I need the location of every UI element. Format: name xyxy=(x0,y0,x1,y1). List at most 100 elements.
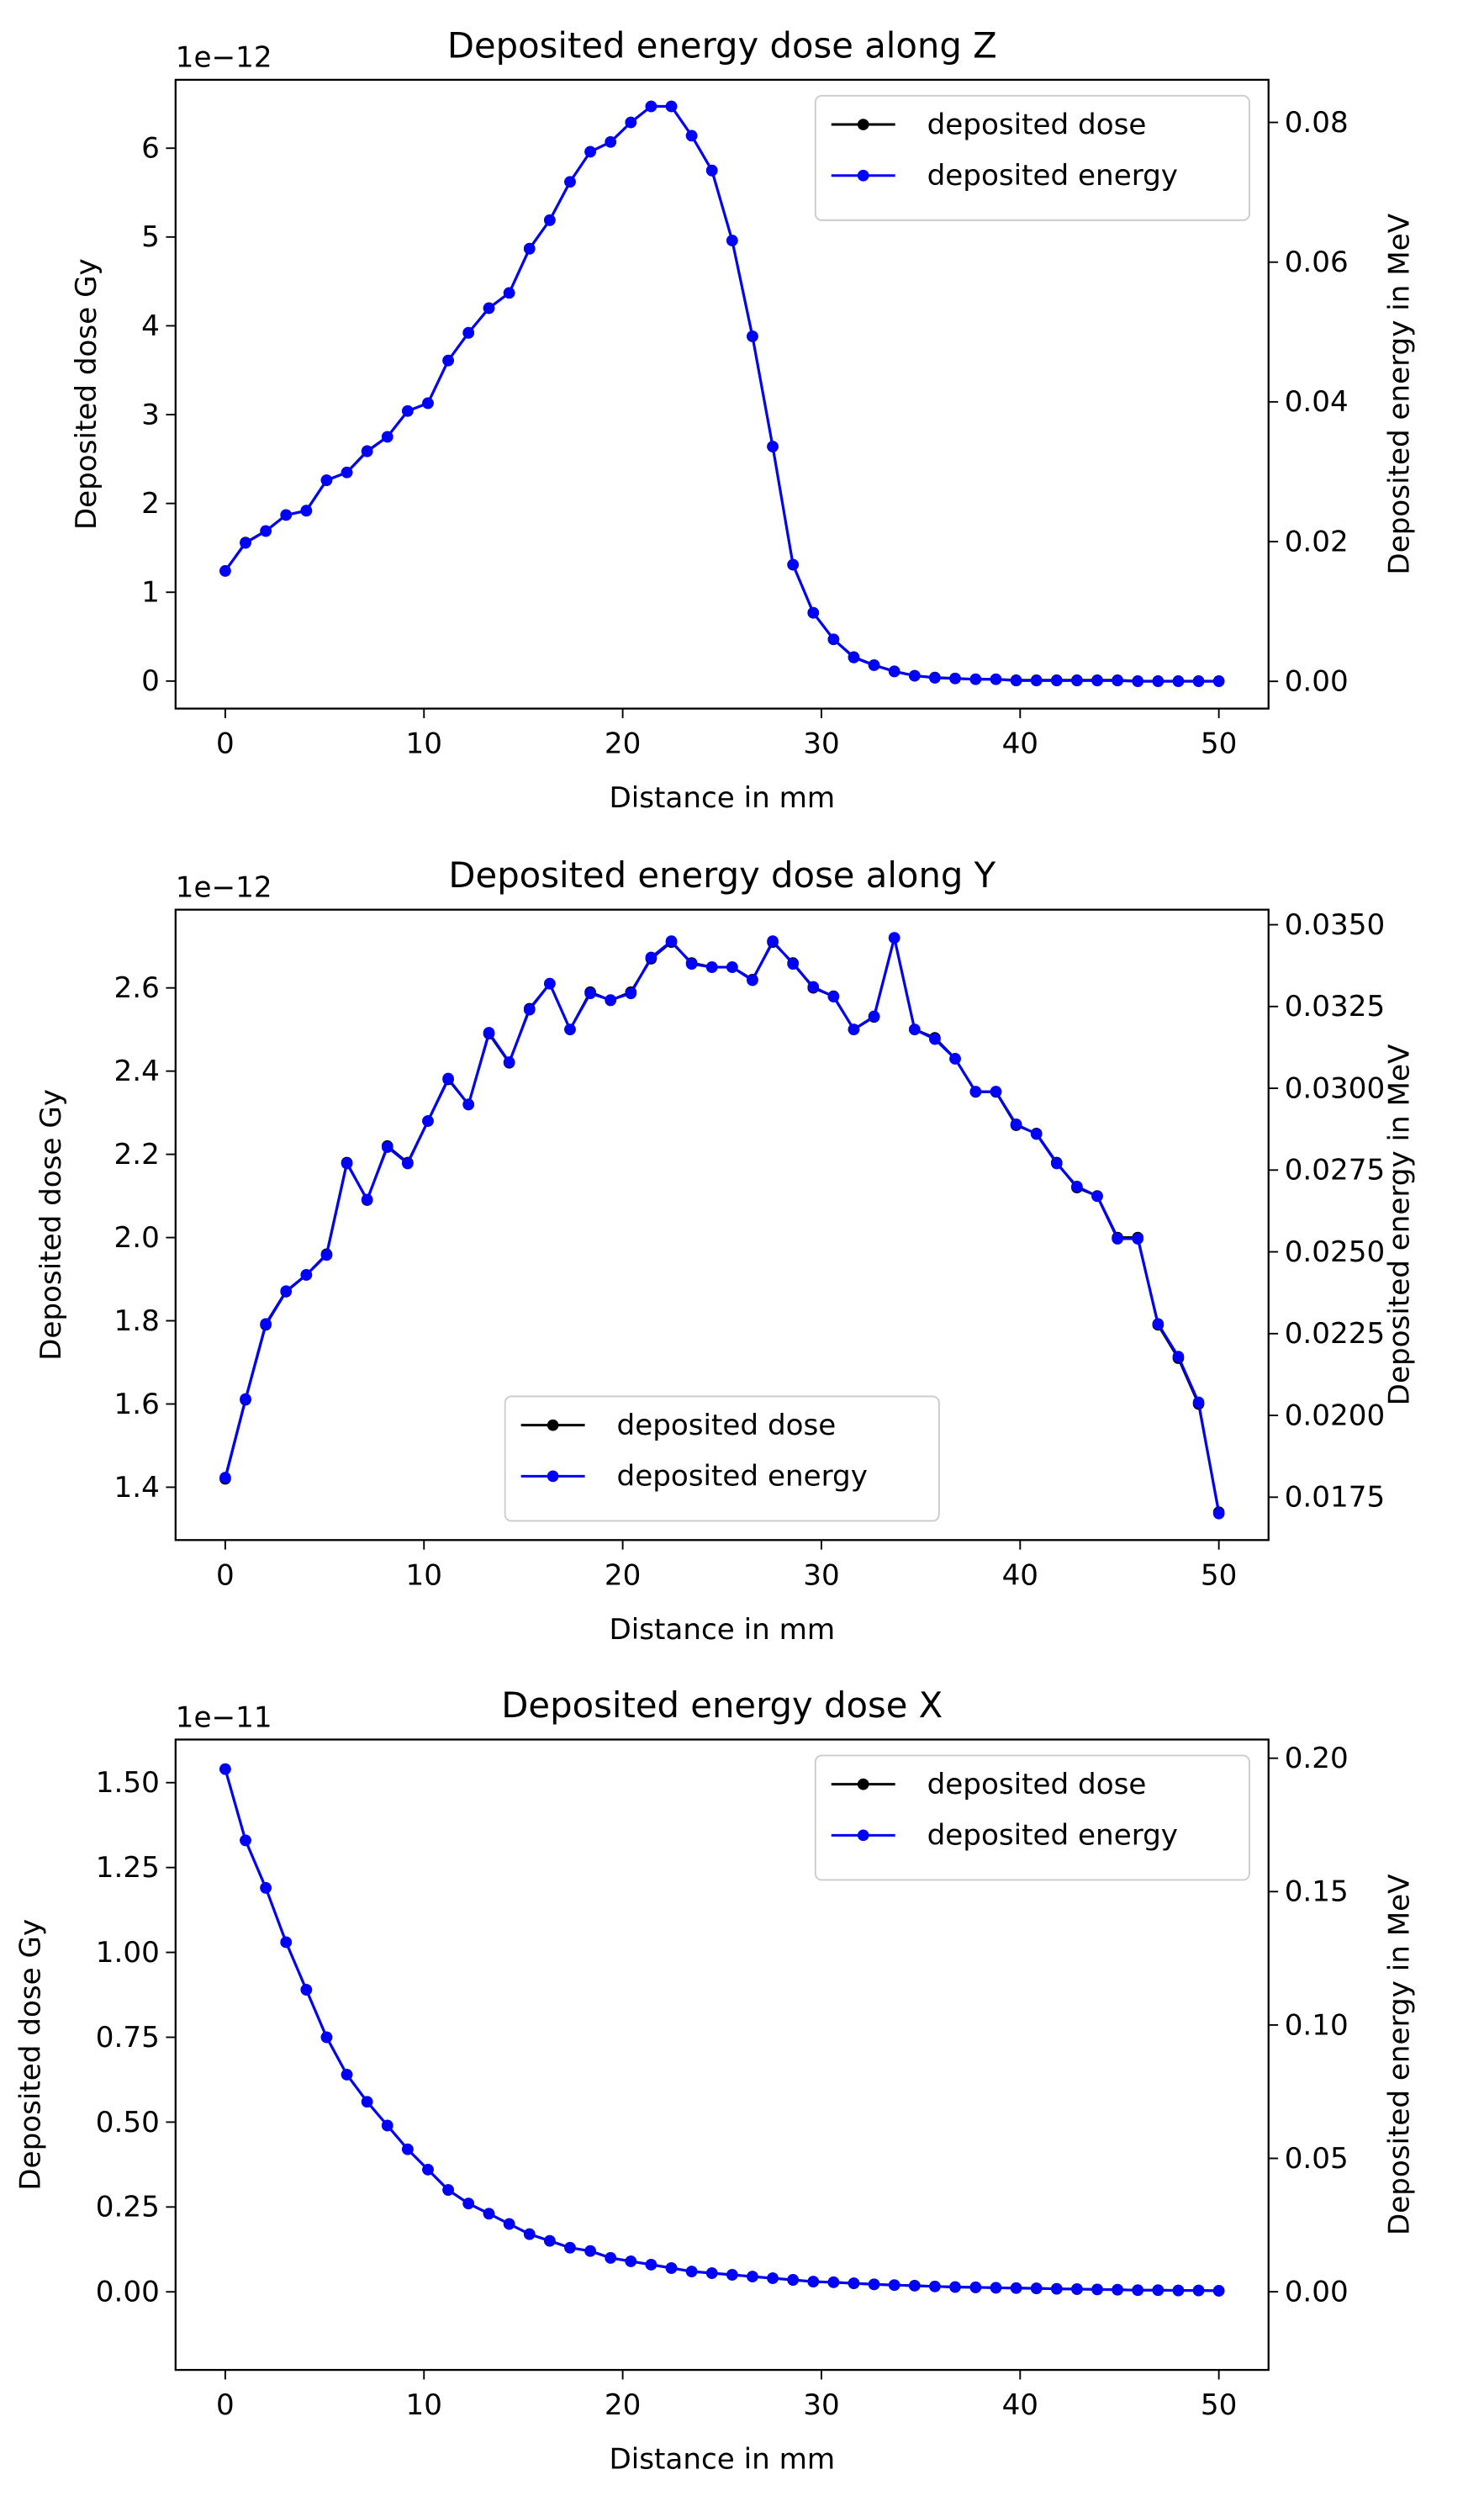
data-point xyxy=(442,355,454,367)
data-point xyxy=(361,446,373,457)
data-point xyxy=(929,1033,941,1045)
x-tick-label: 30 xyxy=(803,1558,839,1592)
y2-tick-label: 0.0250 xyxy=(1285,1235,1385,1269)
data-point xyxy=(868,1010,880,1023)
data-point xyxy=(1010,674,1022,687)
data-point xyxy=(685,2266,698,2277)
chart: Deposited energy dose along Y 1e−12 Distan… xyxy=(34,854,1417,1647)
y-tick-label: 0.00 xyxy=(96,2276,160,2309)
data-point xyxy=(767,935,779,947)
data-point xyxy=(1091,2283,1103,2296)
legend-box xyxy=(814,94,1250,221)
y-tick-label: 2.4 xyxy=(114,1055,160,1088)
y2-tick-label: 0.0275 xyxy=(1285,1154,1385,1187)
data-point xyxy=(1112,1233,1123,1245)
data-point xyxy=(544,214,556,226)
x-tick-label: 20 xyxy=(605,727,641,761)
y2-tick-label: 0.0200 xyxy=(1285,1399,1385,1432)
data-point xyxy=(767,441,779,452)
data-point xyxy=(767,2272,779,2284)
data-point xyxy=(929,672,941,684)
data-point xyxy=(827,991,840,1002)
data-point xyxy=(422,1115,434,1127)
y-tick-label: 2.6 xyxy=(114,971,160,1005)
legend-box xyxy=(814,1754,1250,1881)
data-point xyxy=(747,974,758,986)
y2-tick-label: 0.0325 xyxy=(1285,990,1385,1023)
data-point xyxy=(969,1086,982,1097)
data-point xyxy=(1112,674,1123,687)
data-point xyxy=(320,2031,333,2044)
x-tick-label: 0 xyxy=(216,727,235,761)
data-point xyxy=(564,176,576,188)
y-tick-label: 5 xyxy=(141,220,160,254)
data-point xyxy=(483,2208,495,2220)
data-point xyxy=(1152,675,1164,688)
legend-label: deposited energy xyxy=(617,1460,868,1494)
data-point xyxy=(685,130,698,142)
x-tick-label: 10 xyxy=(406,2388,442,2422)
data-point xyxy=(726,235,738,246)
data-point xyxy=(969,673,982,685)
x-tick-label: 50 xyxy=(1201,727,1237,761)
chart-title: Deposited energy dose along Y xyxy=(448,854,995,896)
data-point xyxy=(260,525,272,537)
data-point xyxy=(341,2069,353,2081)
data-point xyxy=(341,466,353,479)
data-point xyxy=(990,1086,1002,1097)
data-point xyxy=(990,2282,1002,2294)
y-tick-label: 1.8 xyxy=(114,1304,160,1338)
data-point xyxy=(868,2278,880,2291)
y2-tick-label: 0.10 xyxy=(1285,2008,1349,2042)
x-tick-label: 20 xyxy=(605,1558,641,1592)
legend-label: deposited dose xyxy=(617,1409,837,1442)
data-point xyxy=(240,537,251,549)
data-point xyxy=(605,135,617,148)
data-point xyxy=(747,330,758,342)
data-point xyxy=(605,994,617,1006)
x-tick-label: 20 xyxy=(605,2388,641,2422)
y-tick-label: 0 xyxy=(141,664,160,698)
data-point xyxy=(260,1318,272,1330)
y2-tick-label: 0.0175 xyxy=(1285,1481,1385,1515)
y-tick-label: 1.4 xyxy=(114,1471,160,1504)
data-point xyxy=(949,2281,961,2293)
data-point xyxy=(1112,2283,1123,2296)
y2-tick-label: 0.04 xyxy=(1285,385,1349,419)
data-point xyxy=(240,1834,251,1847)
data-point xyxy=(483,1027,495,1039)
x-tick-label: 30 xyxy=(803,2388,839,2422)
chart-title: Deposited energy dose X xyxy=(501,1684,943,1726)
data-point xyxy=(1152,1318,1164,1330)
y2-tick-label: 0.06 xyxy=(1285,246,1349,279)
data-point xyxy=(1152,2284,1164,2297)
data-point xyxy=(747,2271,758,2282)
plot-frame xyxy=(174,1738,1270,2372)
data-point xyxy=(1010,2282,1022,2294)
data-point xyxy=(990,673,1002,685)
legend: deposited dose deposited energy xyxy=(814,94,1250,221)
y-tick-label: 1.6 xyxy=(114,1388,160,1421)
data-point xyxy=(280,1285,293,1298)
data-point xyxy=(280,509,293,521)
data-point xyxy=(219,1472,231,1483)
data-point xyxy=(1050,2282,1063,2295)
data-point xyxy=(300,1268,313,1281)
chart-title: Deposited energy dose along Z xyxy=(447,24,997,66)
data-point xyxy=(1172,1351,1185,1362)
y2-tick-label: 0.0350 xyxy=(1285,908,1385,942)
data-point xyxy=(442,1072,454,1085)
data-point xyxy=(1030,1128,1043,1140)
data-point xyxy=(320,1249,333,1261)
y2-tick-label: 0.02 xyxy=(1285,525,1349,558)
chart: Deposited energy dose X 1e−11 Distance in … xyxy=(14,1684,1417,2477)
data-point xyxy=(219,1763,231,1775)
y-tick-label: 1.25 xyxy=(96,1851,160,1885)
data-point xyxy=(888,932,900,944)
data-point xyxy=(969,2281,982,2293)
data-point xyxy=(888,2279,900,2292)
data-point xyxy=(726,961,738,973)
data-point xyxy=(1091,1190,1103,1203)
data-point xyxy=(280,1936,293,1949)
data-point xyxy=(868,659,880,671)
